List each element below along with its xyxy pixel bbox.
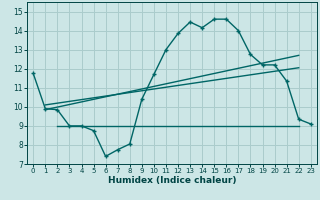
X-axis label: Humidex (Indice chaleur): Humidex (Indice chaleur) bbox=[108, 176, 236, 185]
